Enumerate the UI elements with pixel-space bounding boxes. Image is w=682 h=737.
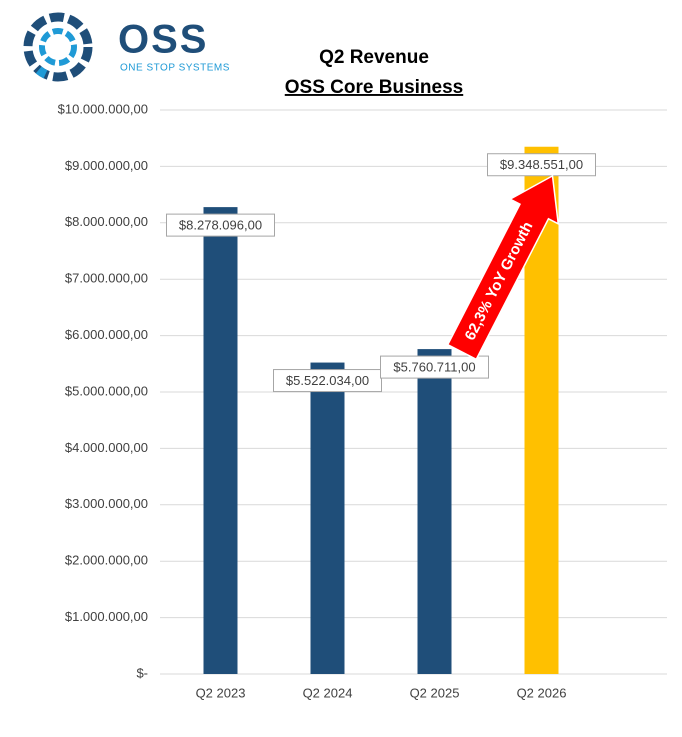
chart-subtitle: OSS Core Business	[285, 77, 463, 98]
y-tick-label: $6.000.000,00	[65, 327, 148, 342]
bar	[203, 207, 238, 674]
value-label: $5.522.034,00	[286, 373, 369, 388]
y-tick-label: $5.000.000,00	[65, 383, 148, 398]
logo-tagline: ONE STOP SYSTEMS	[120, 63, 230, 74]
y-tick-label: $10.000.000,00	[58, 101, 148, 116]
x-tick-label: Q2 2025	[410, 685, 460, 700]
value-label-box	[380, 355, 489, 379]
value-label: $5.760.711,00	[393, 360, 475, 375]
value-label: $9.348.551,00	[500, 157, 583, 172]
value-label-box	[273, 369, 382, 393]
y-tick-label: $8.000.000,00	[65, 214, 148, 229]
y-tick-label: $3.000.000,00	[65, 496, 148, 511]
x-tick-label: Q2 2026	[517, 685, 567, 700]
y-tick-label: $9.000.000,00	[65, 158, 148, 173]
value-label: $8.278.096,00	[179, 218, 262, 233]
y-tick-label: $7.000.000,00	[65, 271, 148, 286]
chart-title: Q2 Revenue	[319, 47, 429, 68]
bar	[310, 362, 345, 674]
logo-icon	[23, 12, 93, 82]
x-tick-label: Q2 2024	[303, 685, 353, 700]
y-tick-label: $4.000.000,00	[65, 440, 148, 455]
x-tick-label: Q2 2023	[196, 685, 246, 700]
y-tick-label: $2.000.000,00	[65, 553, 148, 568]
logo-name: OSS	[118, 18, 208, 62]
value-label-box	[166, 213, 275, 237]
arrow-shape	[446, 174, 560, 361]
y-tick-label: $1.000.000,00	[65, 609, 148, 624]
bar	[417, 349, 452, 674]
y-tick-label: $-	[136, 665, 148, 680]
value-label-box	[487, 153, 596, 177]
